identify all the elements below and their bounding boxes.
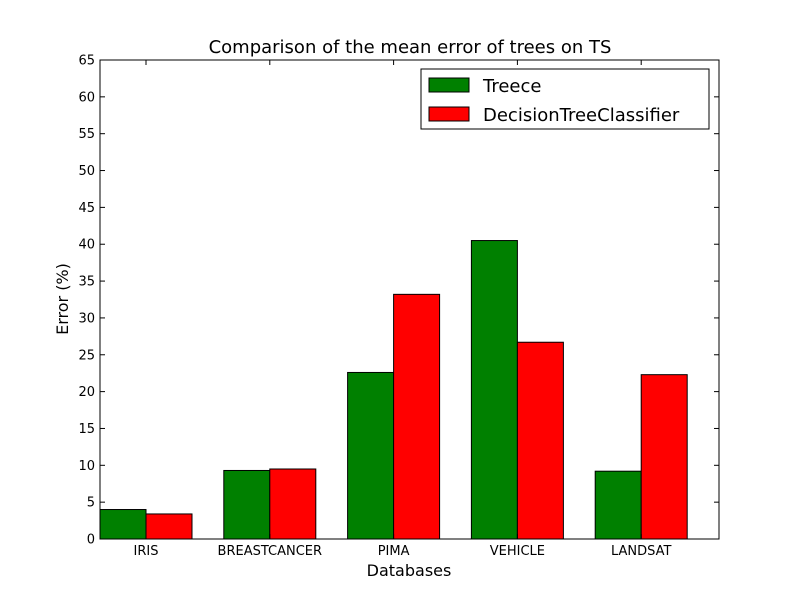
legend-label-treece: Treece: [482, 76, 541, 97]
y-tick-label: 50: [78, 164, 95, 179]
y-axis: 0 5 10 15 20 25 30 35 40 45 50 55 60 65: [78, 54, 719, 548]
y-tick-label: 60: [78, 90, 95, 105]
bar-decisiontreeclassifier-iris: [145, 513, 193, 540]
bar-treece-breastcancer: [223, 469, 271, 540]
legend: Treece DecisionTreeClassifier: [420, 68, 710, 130]
bar-decisiontreeclassifier-pima: [393, 293, 441, 540]
bar-treece-vehicle: [470, 240, 518, 540]
y-tick-label: 55: [78, 127, 95, 142]
legend-swatch-decisiontree: [428, 106, 470, 122]
bar-decisiontreeclassifier-landsat: [640, 374, 688, 540]
legend-label-decisiontree: DecisionTreeClassifier: [483, 105, 680, 126]
x-axis-label: Databases: [367, 561, 452, 580]
bars-group: [99, 240, 688, 540]
y-tick-label: 45: [78, 201, 95, 216]
y-tick-label: 25: [78, 348, 95, 363]
y-tick-label: 0: [87, 533, 95, 548]
bar-decisiontreeclassifier-breastcancer: [269, 468, 317, 540]
x-axis: IRIS BREASTCANCER PIMA VEHICLE LANDSAT: [134, 60, 672, 559]
plot-frame: [99, 59, 720, 540]
y-tick-label: 10: [78, 459, 95, 474]
bar-decisiontreeclassifier-vehicle: [516, 341, 564, 540]
x-tick-label-pima: PIMA: [378, 544, 410, 559]
y-tick-label: 65: [78, 54, 95, 69]
y-tick-label: 40: [78, 238, 95, 253]
bar-treece-iris: [99, 509, 147, 540]
x-tick-label-breastcancer: BREASTCANCER: [218, 544, 323, 559]
x-tick-label-landsat: LANDSAT: [611, 544, 672, 559]
x-tick-label-vehicle: VEHICLE: [490, 544, 545, 559]
bar-treece-landsat: [594, 470, 642, 540]
y-axis-label: Error (%): [53, 263, 72, 335]
y-tick-label: 35: [78, 275, 95, 290]
y-tick-label: 15: [78, 422, 95, 437]
bar-treece-pima: [347, 371, 395, 540]
y-tick-label: 5: [87, 496, 95, 511]
y-tick-label: 30: [78, 311, 95, 326]
x-tick-label-iris: IRIS: [134, 544, 159, 559]
chart-title: Comparison of the mean error of trees on…: [209, 37, 612, 58]
legend-swatch-treece: [428, 77, 470, 93]
y-tick-label: 20: [78, 385, 95, 400]
